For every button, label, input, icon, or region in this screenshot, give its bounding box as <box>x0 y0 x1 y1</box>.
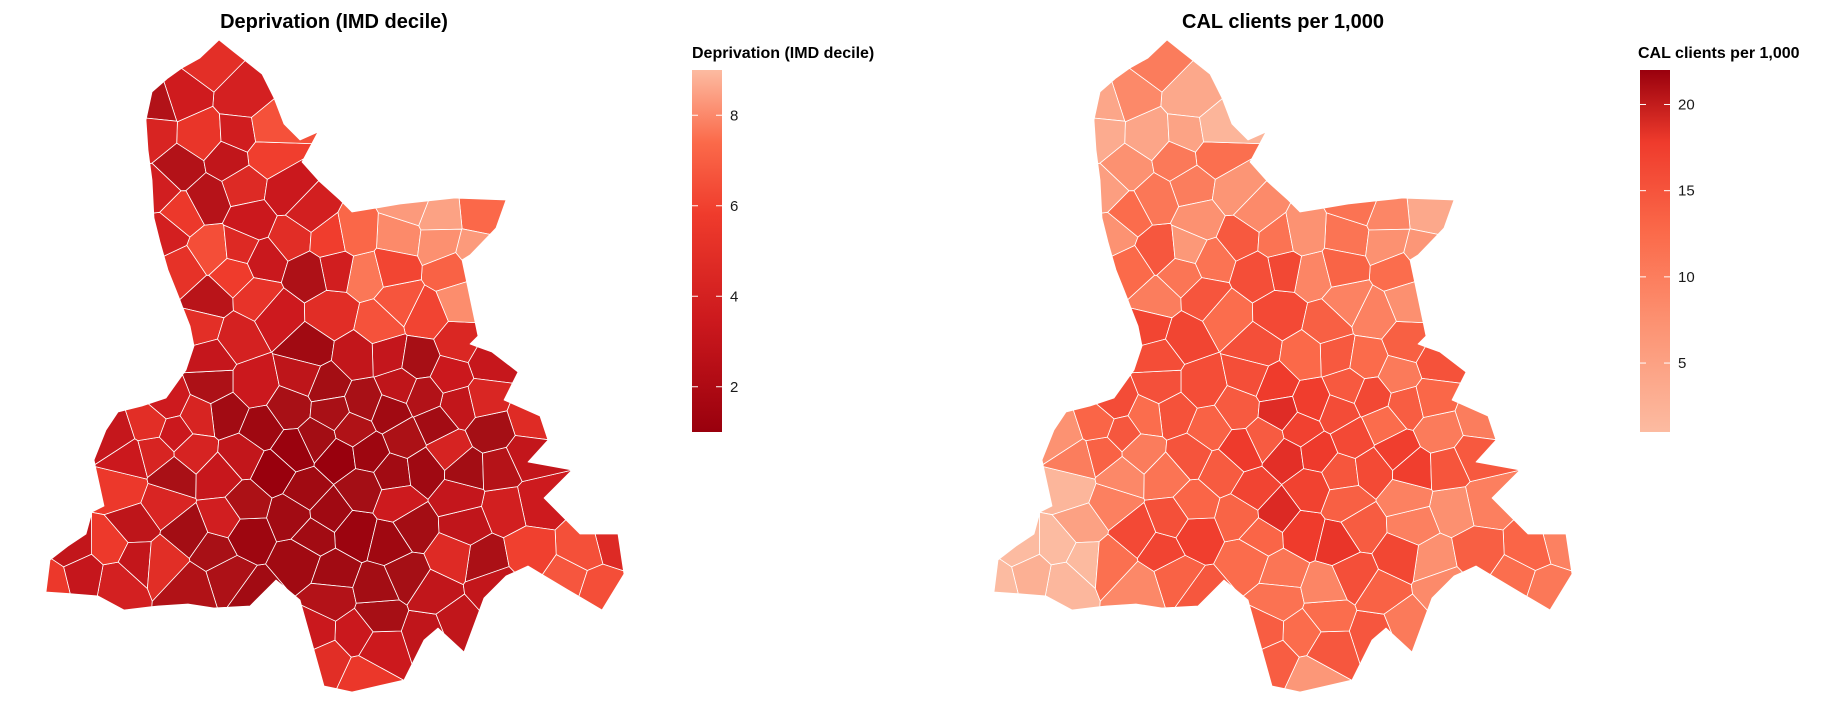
map-region <box>1320 485 1377 523</box>
map-region <box>159 190 205 238</box>
map-region <box>1107 190 1153 238</box>
colorbar-ticks-cal-clients: 5 10 15 20 <box>1640 96 1695 372</box>
map-region <box>309 484 353 533</box>
map-region <box>145 117 178 164</box>
map-deprivation <box>45 39 625 693</box>
panel-title-cal-clients: CAL clients per 1,000 <box>1182 11 1384 33</box>
map-region <box>284 180 344 233</box>
map-region <box>219 113 257 153</box>
colorbar-tick-label: 8 <box>730 107 738 124</box>
map-region <box>333 411 377 448</box>
map-region <box>1131 338 1185 374</box>
colorbar-tick-label: 6 <box>730 198 738 215</box>
map-region <box>413 405 460 446</box>
panel-title-deprivation: Deprivation (IMD decile) <box>220 11 448 33</box>
map-region <box>1383 281 1424 324</box>
colorbar-ticks-deprivation: 2 4 6 8 <box>692 107 738 396</box>
map-region <box>1257 484 1301 533</box>
map-region <box>1199 98 1267 145</box>
map-region <box>462 566 515 611</box>
map-region <box>1095 533 1139 602</box>
map-region <box>455 228 491 261</box>
map-region <box>578 563 625 611</box>
map-region <box>251 98 319 145</box>
map-region <box>1392 446 1432 490</box>
legend-cal-clients: CAL clients per 1,000 5 10 15 20 <box>1638 45 1800 432</box>
map-cal-clients <box>993 39 1573 693</box>
panel-cal-clients: CAL clients per 1,000 CAL clients per 1,… <box>993 11 1800 693</box>
map-region <box>482 446 523 492</box>
map-region <box>467 346 519 384</box>
map-region <box>429 354 475 394</box>
map-region <box>1403 228 1439 261</box>
map-region <box>223 224 260 264</box>
map-region <box>272 353 321 397</box>
map-region <box>1410 566 1463 611</box>
map-region <box>435 281 476 324</box>
map-region <box>1165 432 1213 481</box>
colorbar-tick-label: 4 <box>730 288 738 305</box>
map-region <box>1093 117 1126 164</box>
map-region <box>45 558 71 595</box>
colorbar-tick-label: 2 <box>730 379 738 396</box>
map-region <box>1218 428 1263 473</box>
map-region <box>1106 415 1142 453</box>
map-region <box>217 432 265 481</box>
map-region <box>372 485 429 523</box>
map-region <box>1073 403 1115 442</box>
map-region <box>181 39 246 93</box>
map-region <box>125 403 167 442</box>
map-region <box>1261 639 1300 690</box>
map-region <box>203 140 250 182</box>
map-region <box>269 428 315 473</box>
map-region <box>146 533 191 602</box>
map-region <box>1281 411 1325 448</box>
map-region <box>1129 39 1194 93</box>
map-region <box>1377 354 1423 394</box>
map-region <box>458 197 507 235</box>
map-region <box>993 558 1019 595</box>
map-region <box>263 158 320 217</box>
map-region <box>417 228 463 266</box>
colorbar-tick-label: 20 <box>1678 96 1695 113</box>
map-region <box>1233 180 1292 233</box>
colorbar-tick-label: 10 <box>1678 269 1695 286</box>
map-region <box>383 551 431 606</box>
map-region <box>1526 563 1573 611</box>
map-region <box>1211 158 1268 217</box>
map-region <box>444 446 485 490</box>
colorbar-cal-clients <box>1640 70 1670 432</box>
map-region <box>1361 405 1408 446</box>
colorbar-deprivation <box>692 70 722 432</box>
map-region <box>158 415 194 453</box>
map-region <box>183 338 238 374</box>
colorbar-tick-label: 5 <box>1678 355 1686 372</box>
map-region <box>1365 228 1410 266</box>
map-region <box>1151 140 1198 182</box>
map-region <box>1406 197 1455 235</box>
map-region <box>313 639 352 690</box>
map-region <box>1321 279 1373 328</box>
colorbar-tick-label: 15 <box>1678 183 1695 200</box>
map-region <box>1415 346 1467 384</box>
map-region <box>1331 551 1379 606</box>
legend-title-deprivation: Deprivation (IMD decile) <box>692 45 874 62</box>
map-region <box>1171 224 1208 264</box>
panel-deprivation: Deprivation (IMD decile) Deprivation (IM… <box>45 11 874 693</box>
map-region <box>1430 446 1471 492</box>
map-region <box>1220 353 1269 397</box>
legend-deprivation: Deprivation (IMD decile) 2 4 6 8 <box>692 45 874 432</box>
map-region <box>1167 113 1204 153</box>
legend-title-cal-clients: CAL clients per 1,000 <box>1638 45 1800 62</box>
map-region <box>373 279 426 328</box>
